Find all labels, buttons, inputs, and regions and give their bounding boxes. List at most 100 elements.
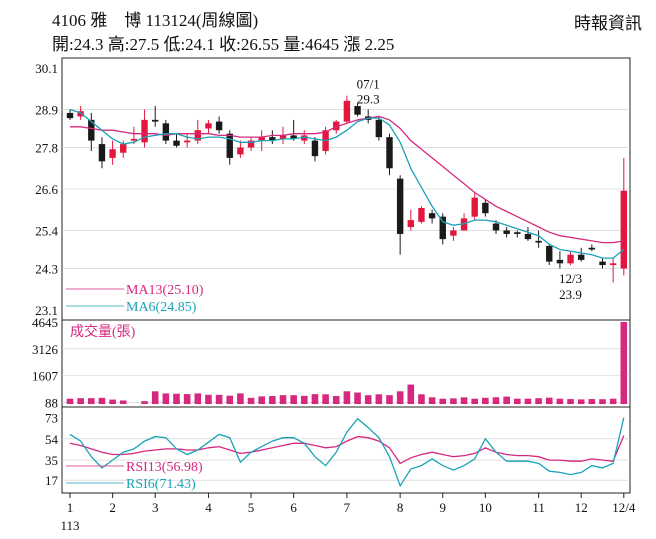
volume-bar	[375, 394, 383, 404]
volume-bar	[66, 398, 74, 404]
candle-body	[546, 246, 553, 262]
candle-body	[109, 149, 116, 158]
volume-bar	[183, 394, 191, 404]
candle-body	[620, 190, 627, 269]
x-axis-year: 113	[60, 518, 79, 533]
annotation-value: 29.3	[357, 91, 380, 106]
volume-axis-tick: 88	[45, 395, 58, 410]
price-axis-tick: 28.9	[35, 102, 58, 117]
candle-body	[98, 144, 106, 162]
x-axis-tick: 6	[290, 500, 297, 515]
volume-bar	[269, 396, 276, 404]
candle-body	[194, 130, 201, 141]
candle-body	[599, 261, 606, 266]
candle-body	[439, 216, 446, 240]
candle-body	[205, 123, 212, 129]
candle-body	[88, 119, 95, 141]
volume-bar	[567, 399, 574, 404]
price-axis-tick: 24.3	[35, 262, 58, 277]
x-axis-tick: 12/4	[612, 500, 636, 515]
volume-bar	[119, 400, 127, 404]
candle-body	[535, 240, 542, 243]
candle-body	[279, 135, 287, 139]
candle-body	[237, 147, 244, 155]
volume-bar	[620, 322, 628, 404]
volume-bar	[322, 394, 329, 404]
x-axis-tick: 4	[205, 500, 212, 515]
candle-body	[450, 230, 457, 236]
data-source-label: 時報資訊	[574, 14, 642, 33]
price-axis-tick: 23.1	[35, 303, 58, 318]
candle-body	[354, 106, 361, 115]
rsi-axis-tick: 17	[45, 473, 59, 488]
x-axis-tick: 5	[248, 500, 255, 515]
volume-bar	[396, 391, 404, 404]
volume-bar	[439, 398, 447, 404]
volume-bar	[247, 397, 255, 404]
candle-body	[396, 178, 404, 234]
volume-bar	[162, 393, 170, 404]
annotation-date: 07/1	[357, 76, 380, 91]
candle-body	[460, 218, 468, 231]
candle-body	[152, 119, 159, 122]
candle-body	[343, 100, 351, 122]
x-axis-tick: 11	[532, 500, 545, 515]
candle-body	[609, 263, 617, 266]
volume-bar	[151, 391, 159, 404]
volume-bar	[109, 399, 116, 404]
candle-body	[492, 223, 500, 231]
candle-body	[258, 137, 265, 141]
volume-bar	[173, 393, 180, 404]
volume-bar	[577, 399, 585, 404]
volume-bar	[407, 384, 415, 404]
price-axis-tick: 25.4	[35, 223, 58, 238]
ma6-legend-label: MA6(24.85)	[126, 300, 197, 315]
volume-bar	[141, 401, 148, 404]
volume-bar	[364, 395, 372, 404]
rsi-axis-tick: 54	[45, 432, 59, 447]
chart-header-quote: 開:24.3 高:27.5 低:24.1 收:26.55 量:4645 漲 2.…	[52, 35, 395, 54]
candle-body	[386, 137, 393, 169]
candle-body	[120, 144, 127, 153]
candle-body	[578, 254, 585, 260]
x-axis-tick: 1	[67, 500, 74, 515]
volume-bar	[460, 397, 468, 404]
volume-bar	[332, 396, 340, 404]
candle-body	[173, 140, 180, 146]
candle-body	[567, 254, 574, 264]
price-axis-tick: 27.8	[35, 141, 58, 156]
volume-bar	[545, 397, 553, 404]
candle-body	[66, 112, 74, 119]
candle-body	[269, 137, 276, 141]
ma13-legend-label: MA13(25.10)	[126, 283, 204, 298]
volume-bar	[482, 397, 489, 404]
volume-bar	[290, 395, 297, 404]
candle-body	[407, 220, 414, 228]
x-axis-tick: 10	[479, 500, 492, 515]
candle-body	[247, 140, 255, 148]
volume-bar	[418, 394, 425, 404]
candle-body	[375, 119, 383, 138]
candle-body	[311, 140, 319, 157]
x-axis-tick: 12	[575, 500, 588, 515]
volume-bar	[354, 392, 361, 404]
rsi-panel-frame	[61, 406, 631, 494]
volume-bar	[471, 398, 478, 404]
volume-bar	[492, 397, 500, 404]
candle-body	[130, 138, 138, 141]
rsi6-legend-label: RSI6(71.43)	[126, 477, 196, 492]
candle-body	[162, 123, 170, 141]
x-axis-tick: 3	[152, 500, 159, 515]
volume-bar	[88, 398, 95, 404]
rsi6-line	[69, 417, 625, 488]
volume-bar	[226, 395, 234, 404]
volume-bar	[194, 393, 202, 404]
volume-bar	[98, 397, 106, 404]
volume-bar	[258, 396, 265, 404]
annotation-date: 12/3	[559, 271, 582, 286]
ma6-line	[69, 108, 625, 259]
candle-body	[514, 232, 521, 234]
candle-body	[471, 197, 478, 217]
volume-axis-tick: 4645	[32, 315, 58, 330]
volume-panel-title: 成交量(張)	[70, 323, 136, 340]
